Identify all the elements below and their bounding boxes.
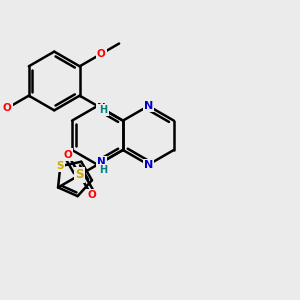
Text: S: S — [57, 161, 64, 171]
Text: O: O — [64, 150, 72, 160]
Text: N: N — [97, 103, 106, 113]
Text: N: N — [144, 160, 153, 170]
Text: N: N — [97, 158, 106, 167]
Text: O: O — [97, 49, 106, 59]
Text: N: N — [144, 101, 153, 111]
Text: H: H — [100, 165, 108, 175]
Text: O: O — [87, 190, 96, 200]
Text: H: H — [100, 105, 108, 115]
Text: S: S — [75, 169, 84, 182]
Text: O: O — [3, 103, 12, 113]
